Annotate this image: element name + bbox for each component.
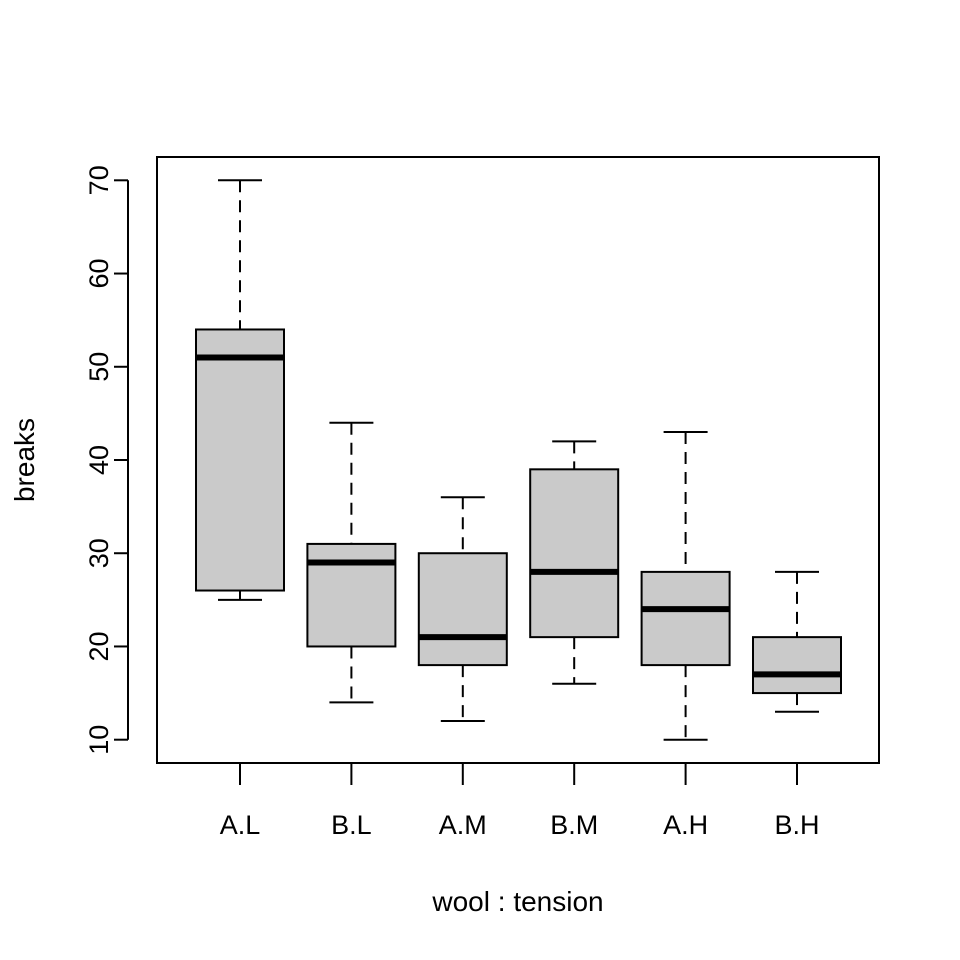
iqr-box xyxy=(195,328,285,592)
iqr-box xyxy=(529,468,620,639)
box-A.H xyxy=(640,431,731,741)
x-axis-title: wool : tension xyxy=(431,886,603,917)
x-tick-label: B.L xyxy=(331,810,372,840)
y-tick-label: 10 xyxy=(84,725,114,755)
plot-frame xyxy=(156,156,880,764)
x-tick-label: A.H xyxy=(663,810,708,840)
box-A.L xyxy=(195,179,285,601)
y-tick-label: 40 xyxy=(84,445,114,475)
y-tick-label: 70 xyxy=(84,165,114,195)
iqr-box xyxy=(306,542,397,648)
y-tick-label: 20 xyxy=(84,631,114,661)
iqr-box xyxy=(752,636,842,695)
x-axis: A.L B.L A.M B.M A.H B.H xyxy=(220,763,820,840)
iqr-box xyxy=(640,570,731,667)
y-tick-label: 60 xyxy=(84,259,114,289)
x-tick-label: A.L xyxy=(220,810,261,840)
box-B.M xyxy=(529,440,620,685)
x-tick-label: B.M xyxy=(550,810,598,840)
y-axis-title: breaks xyxy=(9,418,40,502)
box-B.L xyxy=(306,421,397,704)
iqr-box xyxy=(417,552,508,667)
x-tick-label: A.M xyxy=(439,810,487,840)
box-A.M xyxy=(417,496,508,723)
y-tick-label: 30 xyxy=(84,538,114,568)
y-tick-label: 50 xyxy=(84,352,114,382)
y-axis: 10 20 30 40 50 60 70 xyxy=(84,165,129,755)
x-tick-label: B.H xyxy=(774,810,819,840)
box-B.H xyxy=(752,570,842,713)
boxes xyxy=(195,179,842,741)
